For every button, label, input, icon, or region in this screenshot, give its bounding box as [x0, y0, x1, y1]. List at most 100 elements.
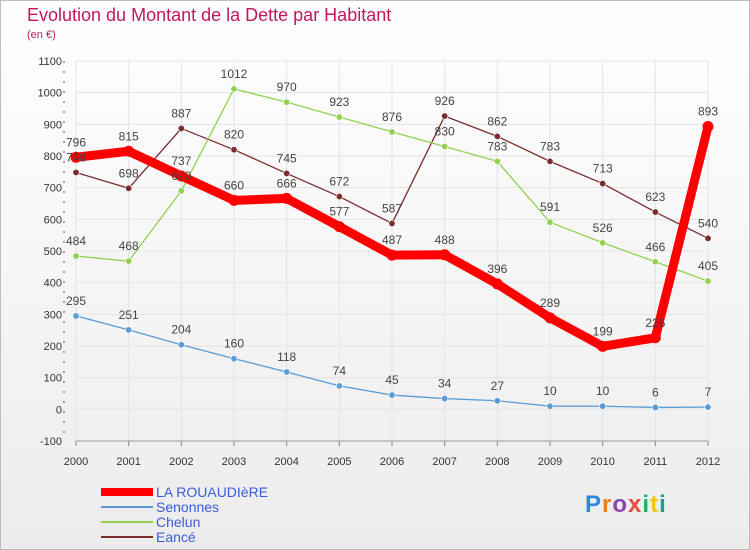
y-tick-label: 1100: [38, 56, 62, 68]
data-point: [704, 403, 712, 411]
data-point: [649, 332, 661, 344]
y-tick-label: 200: [44, 341, 62, 353]
legend-swatch: [101, 506, 153, 508]
x-tick-label: 2000: [64, 456, 88, 468]
data-label: 466: [645, 240, 665, 254]
data-label: 74: [333, 364, 347, 378]
data-label: 796: [66, 135, 86, 149]
data-label: 745: [277, 151, 297, 165]
data-point: [702, 121, 714, 133]
data-label: 160: [224, 337, 244, 351]
data-label: 587: [382, 201, 402, 215]
data-label: 540: [698, 216, 718, 230]
data-point: [335, 193, 343, 201]
x-tick-label: 2004: [274, 456, 298, 468]
y-tick-label: 400: [44, 278, 62, 290]
data-label: 748: [66, 150, 86, 164]
data-point: [388, 391, 396, 399]
y-tick-label: 1000: [38, 88, 62, 100]
data-point: [283, 169, 291, 177]
data-point: [230, 85, 238, 93]
data-label: 295: [66, 294, 86, 308]
legend-label: LA ROUAUDIèRE: [156, 484, 269, 500]
y-tick-label: 600: [44, 214, 62, 226]
proxiti-logo: Proxiti: [585, 491, 667, 519]
data-label: 577: [329, 205, 349, 219]
data-label: 591: [540, 200, 560, 214]
data-point: [544, 312, 556, 324]
x-tick-label: 2008: [485, 456, 509, 468]
y-tick-label: -100: [40, 436, 62, 448]
data-point: [70, 151, 82, 163]
data-label: 1012: [221, 67, 248, 81]
data-label: 45: [385, 373, 399, 387]
data-point: [704, 234, 712, 242]
data-label: 737: [171, 154, 191, 168]
data-label: 396: [487, 262, 507, 276]
data-point: [493, 397, 501, 405]
legend-item-chelun: Chelun: [101, 515, 361, 530]
data-point: [125, 184, 133, 192]
data-point: [283, 98, 291, 106]
data-point: [651, 208, 659, 216]
data-label: 118: [277, 350, 296, 364]
data-point: [599, 402, 607, 410]
data-point: [177, 341, 185, 349]
chart-title: Evolution du Montant de la Dette par Hab…: [27, 5, 392, 25]
logo-letter: r: [602, 491, 613, 518]
data-point: [546, 218, 554, 226]
data-point: [388, 128, 396, 136]
data-point: [386, 249, 398, 261]
legend-label: Eancé: [156, 529, 196, 545]
data-label: 484: [66, 234, 86, 248]
data-label: 251: [119, 308, 139, 322]
x-tick-label: 2011: [644, 456, 668, 468]
data-point: [493, 132, 501, 140]
data-point: [230, 146, 238, 154]
data-label: 226: [645, 316, 665, 330]
legend-item-eance: Eancé: [101, 530, 361, 545]
data-label: 830: [435, 125, 455, 139]
data-label: 887: [171, 106, 191, 120]
data-label: 27: [491, 379, 505, 393]
data-point: [72, 312, 80, 320]
legend-swatch: [101, 536, 153, 538]
data-label: 6: [652, 385, 659, 399]
data-point: [72, 252, 80, 260]
data-label: 405: [698, 259, 718, 273]
y-tick-label: 0: [56, 404, 62, 416]
legend-label: Chelun: [156, 514, 201, 530]
data-label: 783: [487, 139, 507, 153]
x-tick-label: 2012: [696, 456, 720, 468]
data-point: [228, 194, 240, 206]
data-label: 34: [438, 377, 452, 391]
x-tick-label: 2003: [222, 456, 246, 468]
data-label: 487: [382, 233, 402, 247]
chart-subtitle: (en €): [27, 29, 56, 41]
x-tick-label: 2005: [327, 456, 351, 468]
data-label: 690: [171, 169, 191, 183]
legend-swatch: [101, 521, 153, 523]
data-label: 289: [540, 296, 560, 310]
data-point: [441, 112, 449, 120]
data-label: 10: [596, 384, 610, 398]
data-point: [72, 168, 80, 176]
legend-item-senonnes: Senonnes: [101, 500, 361, 515]
data-label: 970: [277, 80, 297, 94]
logo-letter: i: [642, 491, 651, 518]
data-point: [333, 221, 345, 233]
data-point: [230, 355, 238, 363]
data-label: 488: [435, 233, 455, 247]
y-tick-label: 500: [44, 246, 62, 258]
data-label: 698: [119, 166, 139, 180]
data-label: 876: [382, 110, 402, 124]
x-tick-label: 2010: [590, 456, 614, 468]
data-point: [125, 257, 133, 265]
data-point: [281, 192, 293, 204]
data-point: [177, 187, 185, 195]
data-point: [599, 239, 607, 247]
data-label: 672: [329, 175, 349, 189]
data-label: 10: [543, 384, 557, 398]
